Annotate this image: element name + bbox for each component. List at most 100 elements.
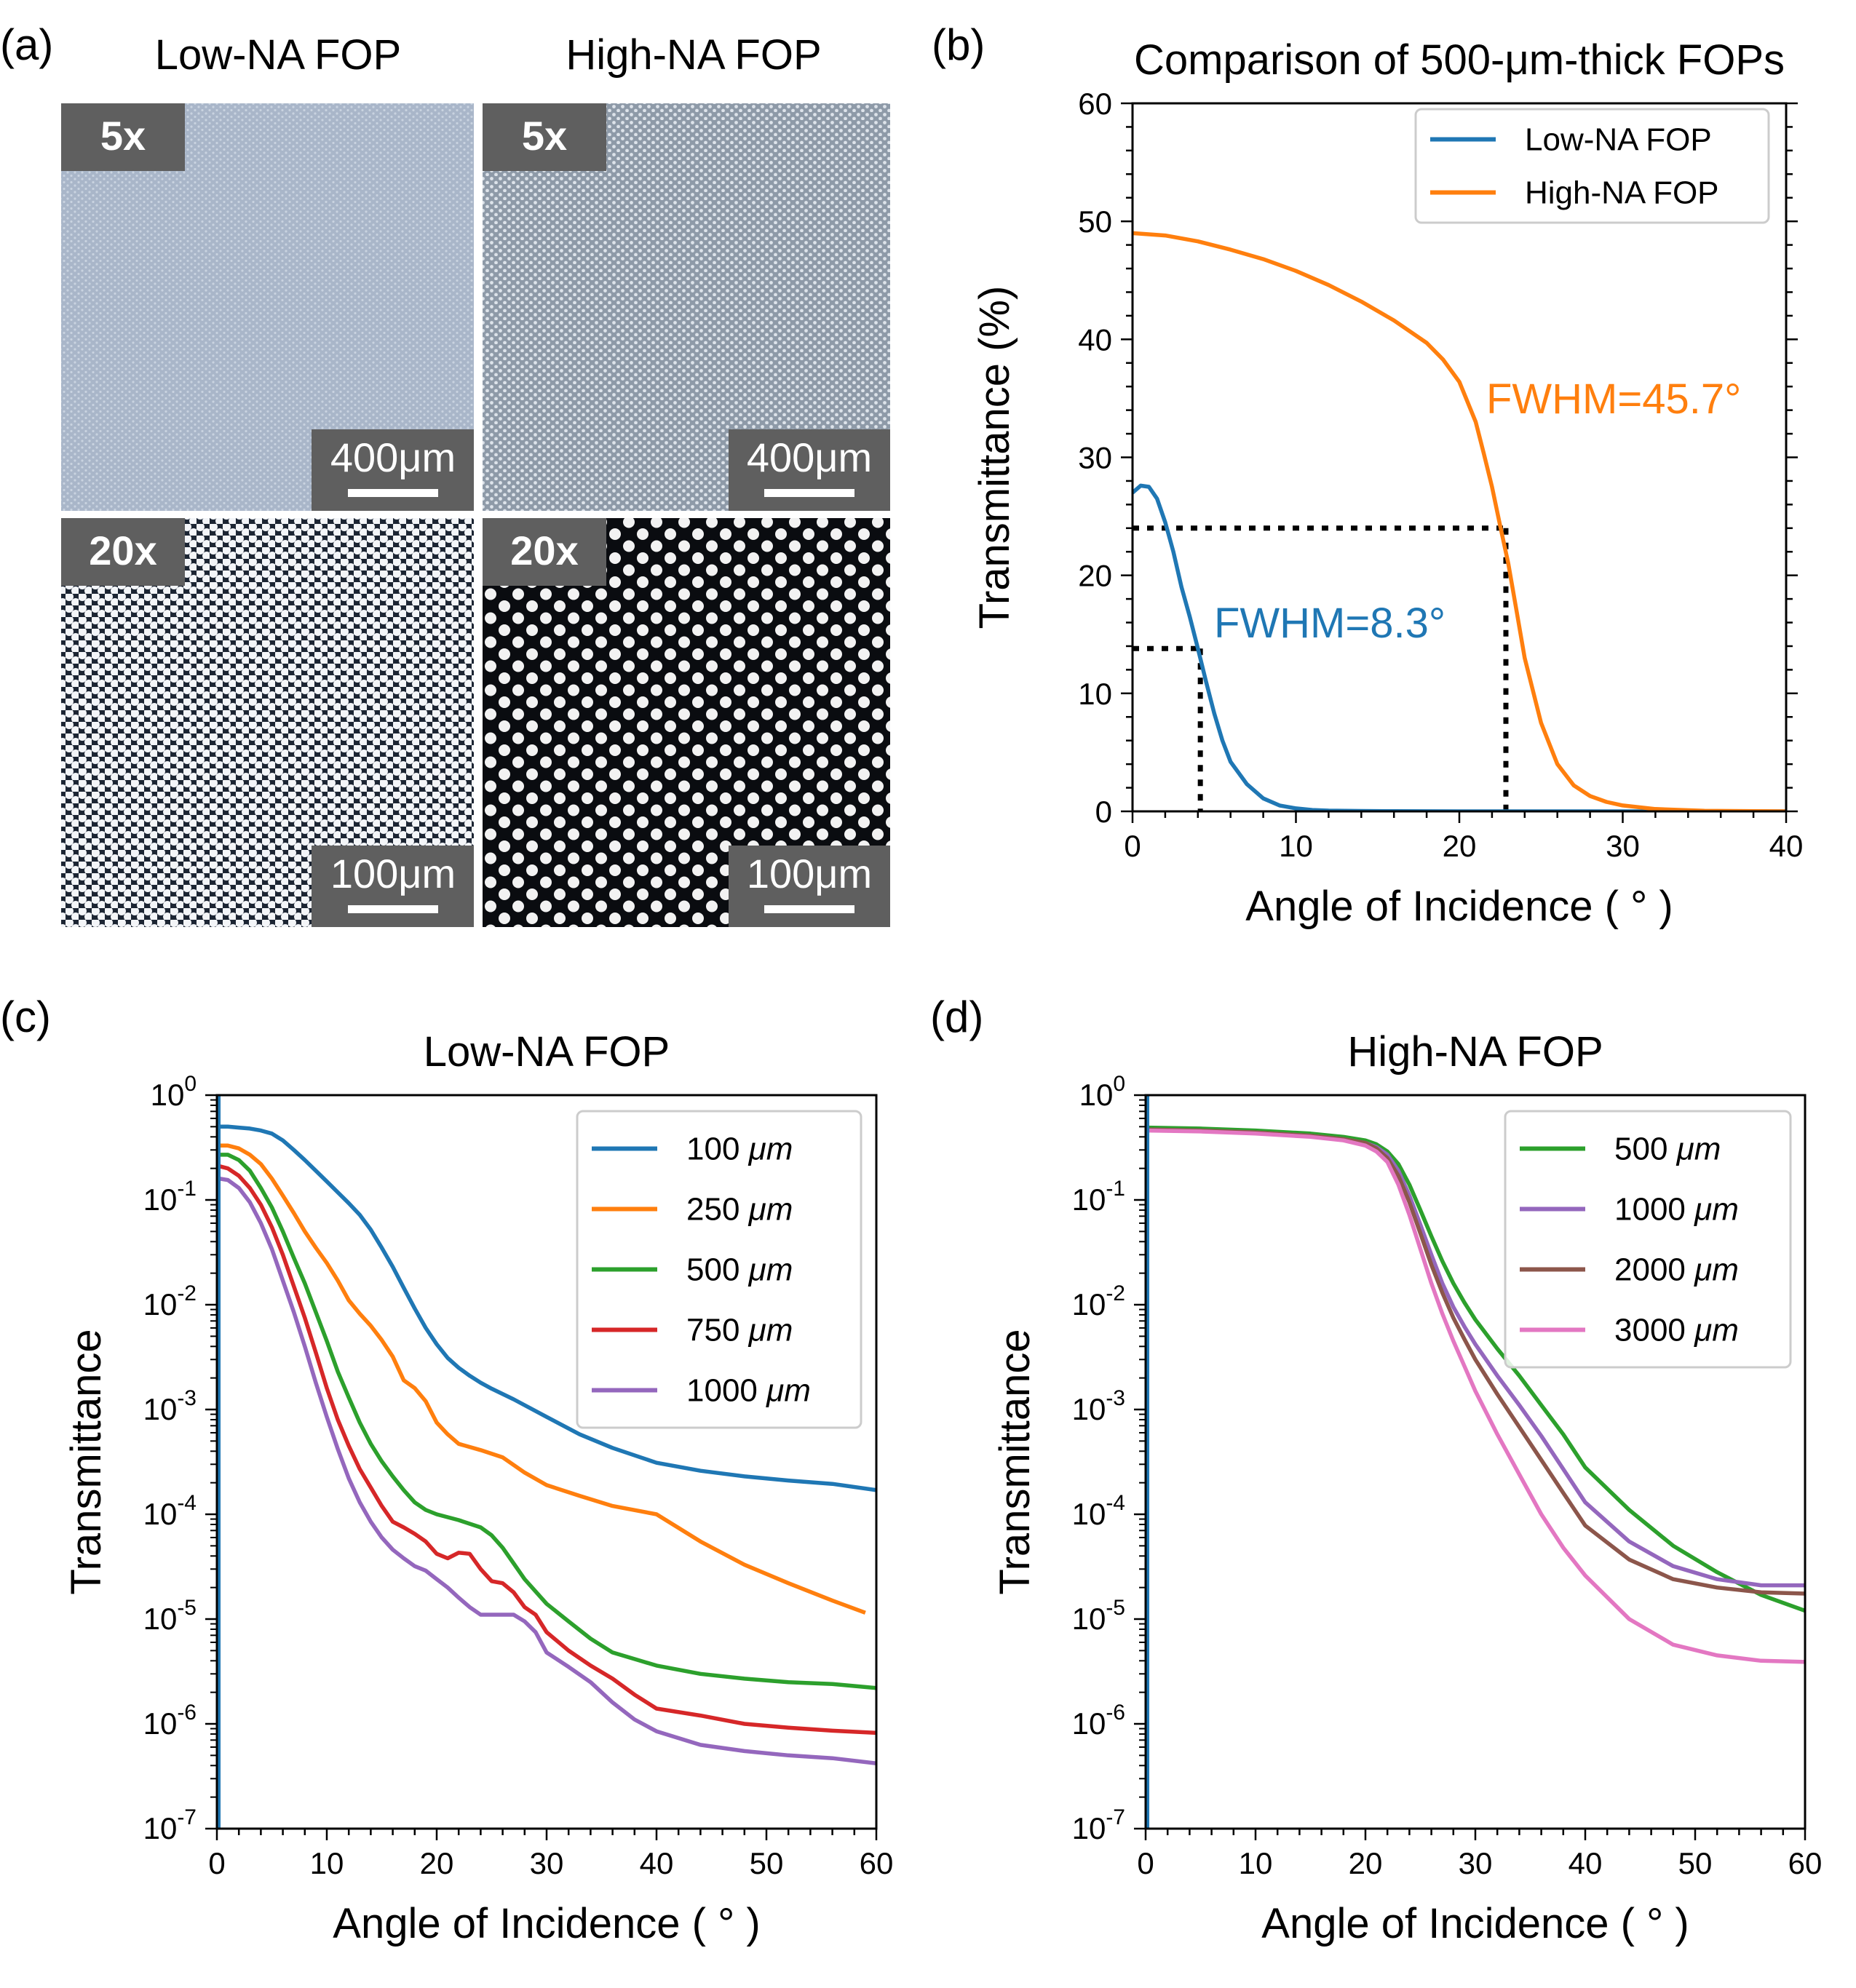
legend-label: 100 μm — [686, 1132, 793, 1167]
col-title-low-na: Low-NA FOP — [155, 31, 401, 79]
y-tick-label: 10-3 — [1072, 1386, 1125, 1426]
legend-label: High-NA FOP — [1525, 175, 1719, 211]
x-tick-label: 40 — [640, 1846, 674, 1880]
panel-c-label: (c) — [0, 993, 51, 1041]
micrograph-low-na-5x: 5x 400μm — [61, 103, 474, 511]
chart-d: High-NA FOP Angle of Incidence ( ° ) Trans… — [991, 1028, 1822, 1947]
legend-label: 750 μm — [686, 1313, 793, 1348]
plot-frame — [1131, 102, 1788, 813]
series-line-100-um — [219, 1124, 876, 1492]
x-axis-label: Angle of Incidence ( ° ) — [1245, 883, 1673, 930]
col-title-high-na: High-NA FOP — [566, 31, 821, 79]
magnification-label: 5x — [522, 113, 567, 159]
chart-title: Low-NA FOP — [424, 1028, 670, 1075]
magnification-badge — [483, 518, 606, 586]
legend-label: 1000 μm — [1614, 1192, 1739, 1228]
series-group — [1147, 1125, 1805, 1664]
legend-label: 1000 μm — [686, 1373, 811, 1409]
magnification-label: 20x — [510, 528, 578, 573]
magnification-badge — [61, 103, 185, 171]
fwhm-annotation: FWHM=8.3° — [1214, 600, 1445, 647]
y-tick-label: 10-4 — [1072, 1491, 1125, 1531]
x-axis-label: Angle of Incidence ( ° ) — [333, 1900, 760, 1947]
fwhm-annotation: FWHM=45.7° — [1486, 375, 1741, 423]
panel-a: (a) Low-NA FOP High-NA FOP 5x 400μm 5x 4… — [0, 20, 890, 927]
scalebar-box — [729, 429, 890, 511]
y-tick-label: 100 — [151, 1072, 197, 1112]
panel-b-label: (b) — [932, 20, 985, 69]
scalebar-box — [312, 429, 474, 511]
legend-box — [1414, 108, 1770, 224]
chart-b: Comparison of 500-μm-thick FOPs Angle of … — [971, 36, 1803, 930]
series-group — [218, 1124, 876, 1766]
series-line-500-um — [219, 1153, 876, 1690]
legend-label: 250 μm — [686, 1192, 793, 1228]
y-tick-label: 100 — [1079, 1072, 1125, 1112]
scalebar-label: 100μm — [747, 851, 872, 896]
scalebar — [764, 905, 854, 913]
x-tick-label: 30 — [530, 1846, 564, 1880]
y-tick-label: 10-1 — [1072, 1177, 1125, 1217]
series-line-Low-NA-FOP — [1133, 483, 1786, 811]
scalebar-label: 400μm — [330, 434, 456, 480]
chart-c: Low-NA FOP Angle of Incidence ( ° ) Transm… — [63, 1028, 893, 1947]
x-tick-label: 30 — [1606, 829, 1640, 863]
scalebar-box — [312, 846, 474, 927]
y-tick-label: 10-6 — [1072, 1701, 1125, 1741]
scalebar — [764, 489, 854, 497]
y-tick-label: 60 — [1078, 87, 1112, 121]
scalebar-box — [729, 846, 890, 927]
series-line-250-um — [219, 1143, 866, 1615]
y-tick-label: 10 — [1078, 677, 1112, 711]
y-tick-label: 30 — [1078, 441, 1112, 475]
legend-label: 3000 μm — [1614, 1313, 1739, 1348]
plot-frame — [215, 1094, 878, 1830]
chart-title: Comparison of 500-μm-thick FOPs — [1134, 36, 1785, 84]
legend-label: Low-NA FOP — [1525, 122, 1712, 158]
series-line-750-um — [218, 1164, 876, 1735]
panel-d-label: (d) — [930, 993, 983, 1041]
y-tick-label: 10-2 — [143, 1281, 197, 1321]
x-tick-label: 50 — [1678, 1846, 1713, 1880]
series-line-High-NA-FOP — [1133, 231, 1786, 811]
x-tick-label: 50 — [750, 1846, 784, 1880]
scalebar-label: 100μm — [330, 851, 456, 896]
x-tick-label: 20 — [1443, 829, 1477, 863]
y-tick-label: 10-3 — [143, 1386, 197, 1426]
panel-a-label: (a) — [0, 20, 53, 69]
y-tick-label: 10-5 — [1072, 1596, 1125, 1636]
y-tick-label: 10-7 — [1072, 1805, 1125, 1845]
y-tick-label: 10-1 — [143, 1177, 197, 1217]
micrograph-high-na-20x: 20x 100μm — [483, 518, 890, 927]
plot-frame — [1144, 1094, 1807, 1830]
x-axis-label: Angle of Incidence ( ° ) — [1261, 1900, 1689, 1947]
legend-label: 500 μm — [1614, 1132, 1721, 1167]
y-tick-label: 10-5 — [143, 1596, 197, 1636]
scalebar — [348, 905, 438, 913]
x-tick-label: 30 — [1459, 1846, 1493, 1880]
x-tick-label: 10 — [310, 1846, 344, 1880]
legend: 500 μm 1000 μm 2000 μm 3000 μm — [1504, 1110, 1792, 1369]
series-line-500-um — [1147, 1125, 1805, 1613]
legend-label: 2000 μm — [1614, 1252, 1739, 1288]
magnification-badge — [61, 518, 185, 586]
legend-label: 500 μm — [686, 1252, 793, 1288]
legend: 100 μm 250 μm 500 μm 750 μm 1000 μm — [576, 1110, 862, 1429]
x-tick-label: 10 — [1279, 829, 1313, 863]
y-axis-label: Transmittance — [991, 1329, 1039, 1594]
y-tick-label: 50 — [1078, 204, 1112, 239]
x-tick-label: 0 — [208, 1846, 225, 1880]
y-tick-label: 10-6 — [143, 1701, 197, 1741]
scalebar-label: 400μm — [747, 434, 872, 480]
y-axis-label: Transmittance — [63, 1329, 110, 1594]
legend-box — [1504, 1110, 1792, 1369]
y-tick-label: 40 — [1078, 322, 1112, 357]
x-tick-label: 60 — [860, 1846, 894, 1880]
y-tick-label: 10-4 — [143, 1491, 197, 1531]
scalebar — [348, 489, 438, 497]
x-tick-label: 0 — [1137, 1846, 1154, 1880]
micrograph-high-na-5x: 5x 400μm — [483, 103, 890, 511]
legend: Low-NA FOP High-NA FOP — [1414, 108, 1770, 224]
y-tick-label: 20 — [1078, 559, 1112, 593]
